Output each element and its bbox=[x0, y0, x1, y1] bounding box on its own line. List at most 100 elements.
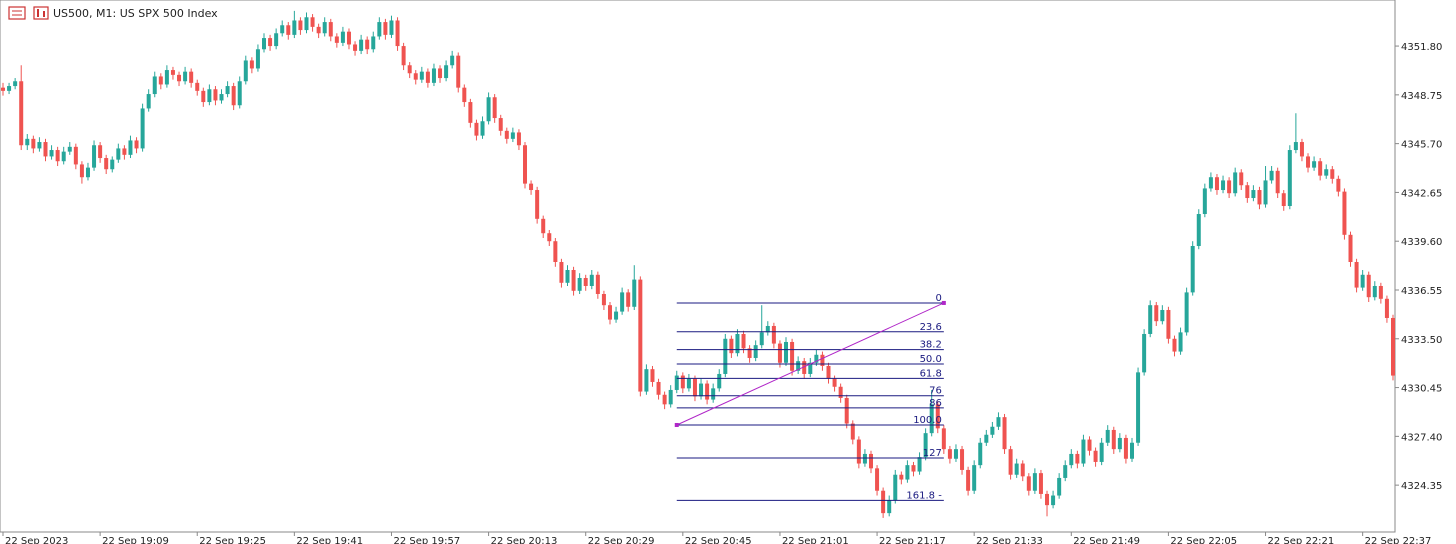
candle-body bbox=[444, 65, 449, 79]
candle-body bbox=[820, 354, 825, 366]
candle-body bbox=[1287, 150, 1292, 207]
candle-body bbox=[346, 31, 351, 45]
candle-body bbox=[498, 118, 503, 131]
candle-body bbox=[1136, 372, 1141, 443]
candle-body bbox=[255, 49, 260, 69]
fib-anchor bbox=[674, 422, 679, 427]
candle-body bbox=[304, 17, 309, 31]
candle-body bbox=[686, 378, 691, 389]
candle-body bbox=[1378, 285, 1383, 299]
candle-body bbox=[280, 25, 285, 34]
fib-level-label: 161.8 - bbox=[906, 490, 942, 501]
candle-body bbox=[747, 348, 752, 358]
candle-body bbox=[419, 71, 424, 80]
candle-body bbox=[796, 361, 801, 371]
candle-body bbox=[535, 190, 540, 219]
fib-anchor bbox=[941, 300, 946, 305]
candle-body bbox=[231, 86, 236, 106]
x-tick-label: 22 Sep 22:21 bbox=[1268, 536, 1335, 544]
candle-body bbox=[1342, 191, 1347, 235]
icon-list[interactable] bbox=[8, 6, 26, 20]
candle-body bbox=[553, 241, 558, 263]
candle-body bbox=[790, 341, 795, 371]
candle-body bbox=[644, 369, 649, 392]
candle-body bbox=[856, 439, 861, 464]
candle-body bbox=[978, 442, 983, 466]
candle-body bbox=[990, 426, 995, 435]
candle-body bbox=[875, 468, 880, 491]
x-tick-label: 22 Sep 21:01 bbox=[782, 536, 849, 544]
candle-body bbox=[862, 453, 867, 464]
candle-body bbox=[881, 490, 886, 514]
candle-body bbox=[814, 354, 819, 363]
candle-body bbox=[1166, 309, 1171, 339]
candle-body bbox=[1360, 274, 1365, 288]
candle-body bbox=[1184, 292, 1189, 333]
candle-body bbox=[49, 150, 54, 157]
candle-body bbox=[808, 362, 813, 374]
candle-body bbox=[771, 325, 776, 344]
fib-level-label: 127 bbox=[923, 448, 942, 459]
candle-body bbox=[1263, 180, 1268, 205]
candle-body bbox=[1202, 188, 1207, 215]
candle-body bbox=[1045, 493, 1050, 506]
candle-body bbox=[274, 33, 279, 47]
candle-body bbox=[213, 89, 218, 101]
candle-body bbox=[1129, 442, 1134, 459]
candle-body bbox=[1318, 161, 1323, 176]
candle-body bbox=[25, 138, 30, 146]
candle-body bbox=[407, 65, 412, 74]
candle-body bbox=[1214, 177, 1219, 191]
candle-body bbox=[116, 148, 121, 160]
fib-level-label: 0 bbox=[935, 293, 941, 304]
candle-body bbox=[67, 146, 72, 152]
candle-body bbox=[1099, 442, 1104, 462]
candle-body bbox=[1306, 156, 1311, 168]
candle-body bbox=[1221, 180, 1226, 191]
candle-body bbox=[1069, 453, 1074, 466]
candle-body bbox=[887, 500, 892, 514]
symbol-icons bbox=[8, 6, 49, 20]
candle-body bbox=[164, 70, 169, 85]
y-tick-label: 4333.50 bbox=[1401, 335, 1442, 346]
candle-body bbox=[607, 305, 612, 320]
candle-body bbox=[1008, 449, 1013, 475]
candle-body bbox=[577, 277, 582, 291]
y-tick-label: 4327.40 bbox=[1401, 432, 1442, 443]
candle-body bbox=[996, 417, 1001, 427]
candle-body bbox=[1251, 190, 1256, 199]
candle-body bbox=[85, 167, 90, 178]
candle-body bbox=[1190, 246, 1195, 293]
candle-body bbox=[565, 269, 570, 283]
icon-chart[interactable] bbox=[33, 6, 49, 20]
candle-body bbox=[826, 365, 831, 379]
candle-body bbox=[395, 20, 400, 47]
fib-level-label: 86 bbox=[929, 398, 942, 409]
candle-body bbox=[13, 81, 18, 87]
candle-body bbox=[79, 164, 84, 178]
candle-body bbox=[1123, 437, 1128, 459]
candle-body bbox=[935, 404, 940, 429]
candle-body bbox=[1312, 161, 1317, 168]
candle-body bbox=[868, 453, 873, 469]
candle-body bbox=[292, 20, 297, 35]
candle-body bbox=[1208, 177, 1213, 189]
candle-body bbox=[1354, 262, 1359, 288]
candle-body bbox=[1087, 439, 1092, 451]
candle-body bbox=[1239, 172, 1244, 186]
candle-body bbox=[972, 465, 977, 491]
candle-body bbox=[753, 345, 758, 358]
y-tick-label: 4324.35 bbox=[1401, 481, 1442, 492]
candle-body bbox=[340, 31, 345, 43]
candle-body bbox=[207, 89, 212, 103]
candle-body bbox=[668, 389, 673, 405]
candle-body bbox=[923, 433, 928, 458]
candle-body bbox=[784, 341, 789, 363]
x-tick-label: 22 Sep 2023 bbox=[5, 536, 68, 544]
candle-body bbox=[474, 122, 479, 136]
x-tick-label: 22 Sep 21:33 bbox=[976, 536, 1043, 544]
candle-body bbox=[268, 38, 273, 47]
x-tick-label: 22 Sep 21:49 bbox=[1073, 536, 1140, 544]
candle-body bbox=[1366, 274, 1371, 298]
